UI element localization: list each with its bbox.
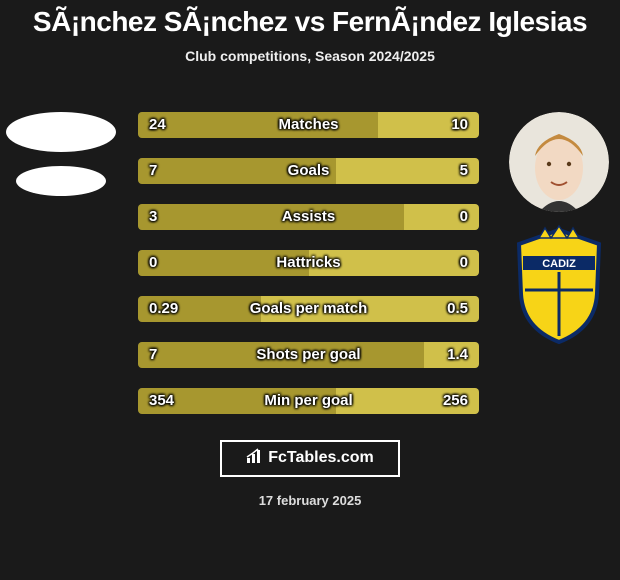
bar-right <box>309 250 480 276</box>
value-right: 5 <box>460 158 468 184</box>
value-right: 0 <box>460 250 468 276</box>
value-left: 3 <box>149 204 157 230</box>
stat-row: 00Hattricks <box>0 238 620 284</box>
bar-track <box>138 342 479 368</box>
value-left: 0.29 <box>149 296 178 322</box>
value-right: 0.5 <box>447 296 468 322</box>
stat-row: 0.290.5Goals per match <box>0 284 620 330</box>
brand-text: FcTables.com <box>268 449 374 466</box>
value-right: 256 <box>443 388 468 414</box>
stat-row: 71.4Shots per goal <box>0 330 620 376</box>
stat-row: 354256Min per goal <box>0 376 620 422</box>
footer-date: 17 february 2025 <box>0 493 620 508</box>
bar-left <box>138 112 378 138</box>
value-right: 0 <box>460 204 468 230</box>
chart-icon <box>246 448 264 469</box>
bar-right <box>336 158 479 184</box>
value-left: 7 <box>149 342 157 368</box>
value-right: 10 <box>451 112 468 138</box>
value-right: 1.4 <box>447 342 468 368</box>
bar-left <box>138 250 309 276</box>
page-title: SÃ¡nchez SÃ¡nchez vs FernÃ¡ndez Iglesias <box>0 0 620 38</box>
value-left: 24 <box>149 112 166 138</box>
bar-track <box>138 158 479 184</box>
bar-track <box>138 112 479 138</box>
bar-track <box>138 204 479 230</box>
bar-track <box>138 296 479 322</box>
stat-row: 30Assists <box>0 192 620 238</box>
bar-left <box>138 158 336 184</box>
value-left: 354 <box>149 388 174 414</box>
bar-track <box>138 388 479 414</box>
bar-left <box>138 342 424 368</box>
brand-badge: FcTables.com <box>220 440 400 477</box>
value-left: 7 <box>149 158 157 184</box>
subtitle: Club competitions, Season 2024/2025 <box>0 48 620 64</box>
stat-row: 75Goals <box>0 146 620 192</box>
bar-left <box>138 204 404 230</box>
bar-track <box>138 250 479 276</box>
value-left: 0 <box>149 250 157 276</box>
stat-row: 2410Matches <box>0 100 620 146</box>
comparison-chart: 2410Matches75Goals30Assists00Hattricks0.… <box>0 100 620 422</box>
